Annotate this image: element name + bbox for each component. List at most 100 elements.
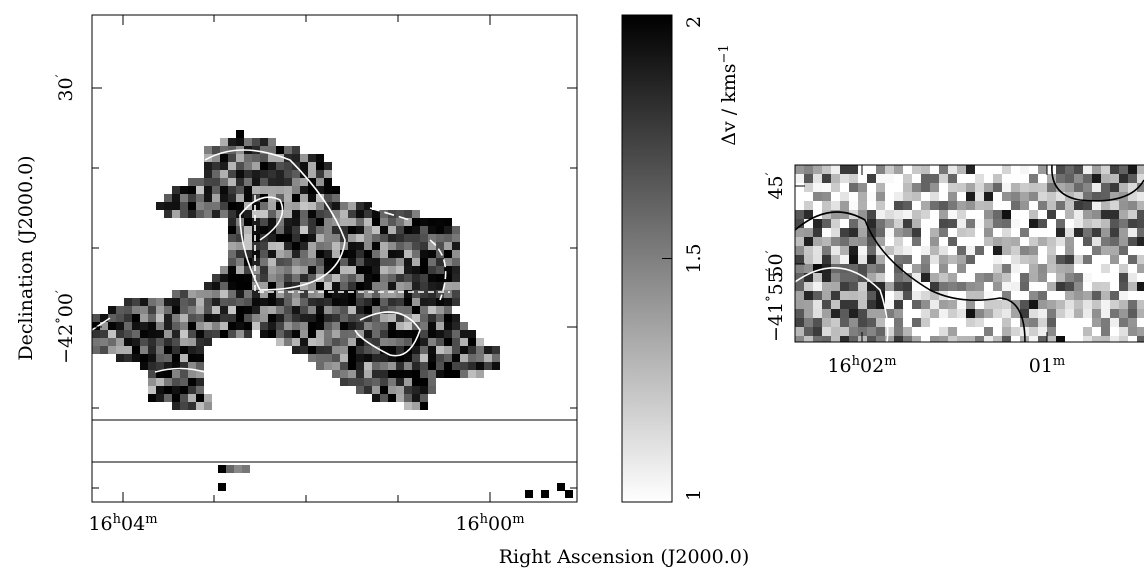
inset-cell (867, 174, 876, 183)
inset-cell (966, 201, 975, 210)
inset-cell (993, 336, 1002, 342)
inset-cell (849, 192, 858, 201)
inset-cell (804, 291, 813, 300)
map-cell (396, 266, 404, 274)
inset-cell (1101, 174, 1110, 183)
inset-cell (984, 300, 993, 309)
map-cell (364, 290, 372, 298)
inset-cell (1101, 228, 1110, 237)
map-cell (164, 346, 172, 354)
map-cell (180, 194, 188, 202)
inset-cell (894, 255, 903, 264)
map-cell (444, 362, 452, 370)
inset-cell (840, 327, 849, 336)
inset-cell (966, 309, 975, 318)
inset-cell (966, 174, 975, 183)
inset-cell (822, 327, 831, 336)
map-cell (308, 354, 316, 362)
inset-cell (957, 273, 966, 282)
map-cell (236, 154, 244, 162)
map-cell (316, 218, 324, 226)
inset-cell (903, 237, 912, 246)
inset-cell (1038, 183, 1047, 192)
y-tick-label: −42°00′ (54, 290, 78, 364)
inset-cell (1092, 219, 1101, 228)
map-cell (276, 234, 284, 242)
map-cell (196, 370, 204, 378)
map-cell (268, 146, 276, 154)
inset-cell (1056, 336, 1065, 342)
inset-cell (1119, 336, 1128, 342)
map-cell (156, 338, 164, 346)
inset-cell (858, 228, 867, 237)
inset-cell (912, 336, 921, 342)
map-cell (276, 322, 284, 330)
map-cell (412, 306, 420, 314)
inset-cell (813, 318, 822, 327)
inset-cell (876, 183, 885, 192)
map-cell (396, 354, 404, 362)
inset-cell (822, 282, 831, 291)
map-cell (180, 298, 188, 306)
inset-cell (894, 174, 903, 183)
map-cell (332, 186, 340, 194)
map-cell (348, 330, 356, 338)
map-cell (252, 250, 260, 258)
map-cell (388, 218, 396, 226)
inset-cell (912, 201, 921, 210)
map-cell (284, 282, 292, 290)
inset-cell (1029, 165, 1038, 174)
inset-cell (984, 336, 993, 342)
inset-cell (1101, 309, 1110, 318)
inset-cell (858, 210, 867, 219)
map-cell (468, 370, 476, 378)
map-cell (100, 346, 108, 354)
map-cell (300, 306, 308, 314)
inset-cell (885, 246, 894, 255)
inset-cell (795, 165, 804, 174)
map-cell (292, 210, 300, 218)
inset-cell (1119, 300, 1128, 309)
map-cell (444, 330, 452, 338)
inset-cell (822, 165, 831, 174)
x-tick-label-part: 16 (88, 513, 112, 535)
map-cell (140, 330, 148, 338)
inset-cell (975, 192, 984, 201)
map-cell (300, 274, 308, 282)
map-cell (332, 290, 340, 298)
map-cell (220, 266, 228, 274)
map-cell (308, 210, 316, 218)
map-cell (412, 210, 420, 218)
map-cell (372, 226, 380, 234)
inset-cell (1056, 165, 1065, 174)
map-cell (396, 306, 404, 314)
map-cell (188, 330, 196, 338)
inset-cell (894, 183, 903, 192)
map-cell (308, 274, 316, 282)
map-cell (172, 290, 180, 298)
inset-cell (867, 183, 876, 192)
inset-cell (1128, 300, 1137, 309)
inset-cell (1011, 336, 1020, 342)
inset-cell (1047, 246, 1056, 255)
map-cell (268, 306, 276, 314)
inset-cell (921, 273, 930, 282)
map-cell (116, 330, 124, 338)
map-cell (116, 346, 124, 354)
map-cell (228, 330, 236, 338)
map-cell (196, 314, 204, 322)
map-cell (436, 274, 444, 282)
inset-x-tick-label-part: 02 (860, 355, 884, 377)
map-cell (164, 330, 172, 338)
map-cell (348, 314, 356, 322)
map-cell (220, 322, 228, 330)
map-cell (220, 194, 228, 202)
inset-cell (1074, 165, 1083, 174)
inset-cell (1119, 183, 1128, 192)
map-cell (292, 202, 300, 210)
inset-cell (939, 327, 948, 336)
map-cell (180, 402, 188, 410)
map-cell (116, 338, 124, 346)
map-cell (268, 330, 276, 338)
inset-cell (984, 237, 993, 246)
